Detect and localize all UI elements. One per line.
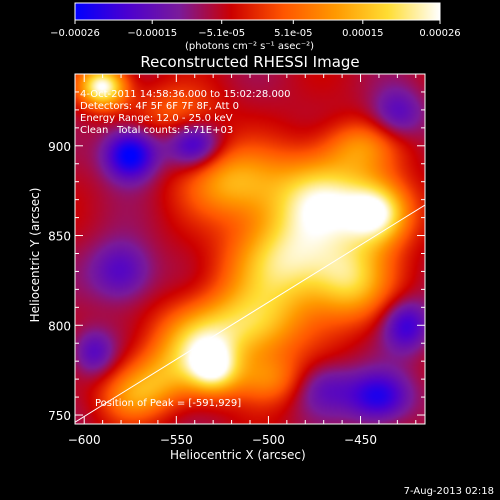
y-axis-tick-label: 750 <box>48 409 71 423</box>
y-axis-tick-label: 850 <box>48 230 71 244</box>
x-axis-tick-label: −450 <box>344 433 377 447</box>
colorbar-tick-label: −0.00015 <box>127 28 177 39</box>
solar-limb-line <box>75 204 425 423</box>
x-axis-label: Heliocentric X (arcsec) <box>170 448 306 462</box>
time-range-label: 4-Oct-2011 14:58:36.000 to 15:02:28.000 <box>80 89 291 100</box>
method-label: Clean <box>80 125 109 136</box>
colorbar: −0.00026 −0.00015 −5.1e-05 5.1e-05 0.00015 0.… <box>50 2 461 39</box>
peak-position-label: Position of Peak = [-591,929] <box>95 398 242 409</box>
colorbar-units-label: (photons cm⁻² s⁻¹ asec⁻²) <box>185 41 315 52</box>
axis-ticks: −600 −550 −500 −450 750 800 850 900 <box>48 73 425 447</box>
total-counts-label: Total counts: 5.71E+03 <box>117 125 234 136</box>
colorbar-gradient <box>74 2 441 21</box>
colorbar-tick-label: −5.1e-05 <box>198 28 245 39</box>
y-axis-tick-label: 900 <box>48 140 71 154</box>
colorbar-tick-label: 0.00026 <box>419 28 460 39</box>
heatmap-image <box>75 74 425 424</box>
date-stamp: 7-Aug-2013 02:18 <box>403 486 494 497</box>
y-axis-tick-label: 800 <box>48 319 71 333</box>
colorbar-tick-label: 5.1e-05 <box>274 28 312 39</box>
energy-range-label: Energy Range: 12.0 - 25.0 keV <box>80 113 233 124</box>
colorbar-tick-label: 0.00015 <box>342 28 383 39</box>
chart-title: Reconstructed RHESSI Image <box>140 53 360 71</box>
x-axis-tick-label: −550 <box>160 433 193 447</box>
colorbar-tick-label: −0.00026 <box>50 28 100 39</box>
colorbar-ticks: −0.00026 −0.00015 −5.1e-05 5.1e-05 0.00015 0.… <box>50 20 461 39</box>
detectors-label: Detectors: 4F 5F 6F 7F 8F, Att 0 <box>80 101 240 112</box>
y-axis-label: Heliocentric Y (arcsec) <box>28 187 42 323</box>
x-axis-tick-label: −600 <box>68 433 101 447</box>
x-axis-tick-label: −500 <box>252 433 285 447</box>
